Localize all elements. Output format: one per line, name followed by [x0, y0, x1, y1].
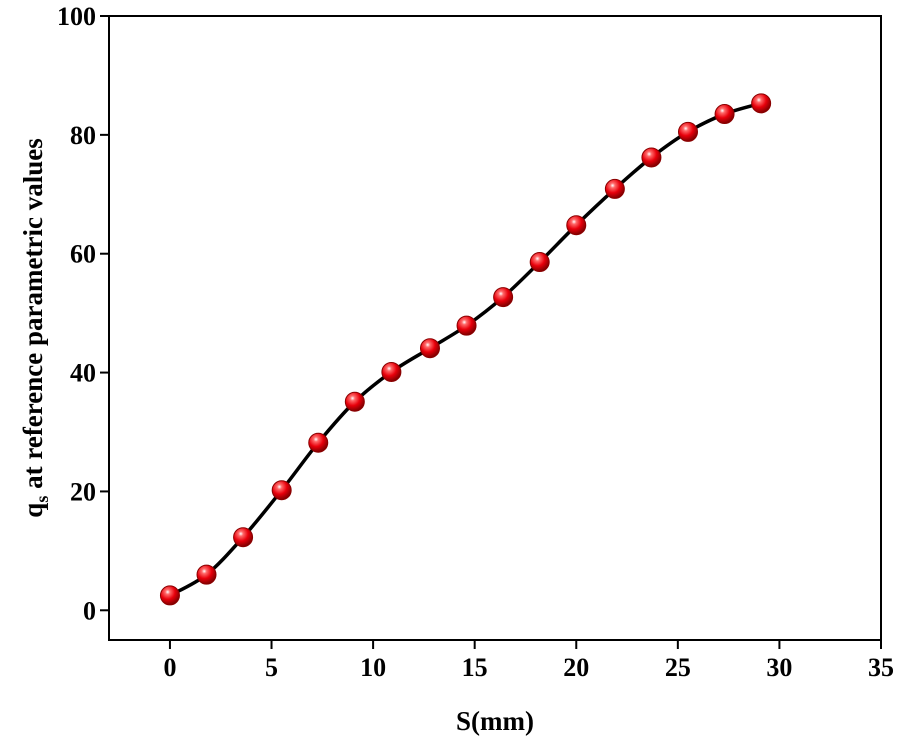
- data-point: [641, 147, 662, 168]
- data-point: [529, 252, 550, 273]
- data-point: [344, 391, 365, 412]
- x-tick-label: 10: [360, 653, 386, 682]
- y-axis-title-subscript: s: [32, 496, 52, 503]
- data-point: [751, 93, 772, 114]
- y-tick-label: 100: [57, 2, 96, 31]
- x-axis-title: S(mm): [456, 706, 534, 736]
- data-point: [678, 121, 698, 142]
- plot-frame: [108, 15, 882, 641]
- data-point: [493, 287, 514, 308]
- x-tick-label: 30: [766, 653, 792, 682]
- y-axis-title-main: q: [18, 503, 48, 518]
- y-tick-label: 60: [70, 240, 96, 269]
- data-point: [456, 315, 477, 336]
- data-point: [714, 104, 735, 125]
- y-axis-title-rest: at reference parametric values: [18, 138, 48, 495]
- data-point: [381, 361, 402, 382]
- data-point: [271, 480, 292, 501]
- series-line-group: [169, 101, 762, 597]
- data-point: [159, 585, 180, 606]
- x-tick-label: 5: [265, 653, 278, 682]
- y-tick-label: 20: [70, 477, 96, 506]
- y-tick-label: 80: [70, 121, 96, 150]
- data-markers: [159, 93, 772, 606]
- data-point: [196, 564, 217, 585]
- series-line: [169, 101, 762, 597]
- x-tick-label: 35: [868, 653, 894, 682]
- y-tick-label: 0: [83, 596, 96, 625]
- data-point: [308, 432, 329, 453]
- data-point: [419, 338, 440, 359]
- y-tick-label: 40: [70, 359, 96, 388]
- x-axis-ticks: 0 5 10 15 20 25 30 35: [163, 640, 894, 682]
- data-point: [566, 215, 587, 236]
- x-tick-label: 25: [665, 653, 691, 682]
- x-tick-label: 15: [462, 653, 488, 682]
- data-point: [604, 178, 625, 199]
- data-point: [233, 527, 254, 548]
- x-tick-label: 20: [563, 653, 589, 682]
- x-tick-label: 0: [163, 653, 176, 682]
- y-axis-ticks: 0 20 40 60 80 100: [57, 2, 109, 625]
- y-axis-title: qs at reference parametric values: [18, 138, 52, 517]
